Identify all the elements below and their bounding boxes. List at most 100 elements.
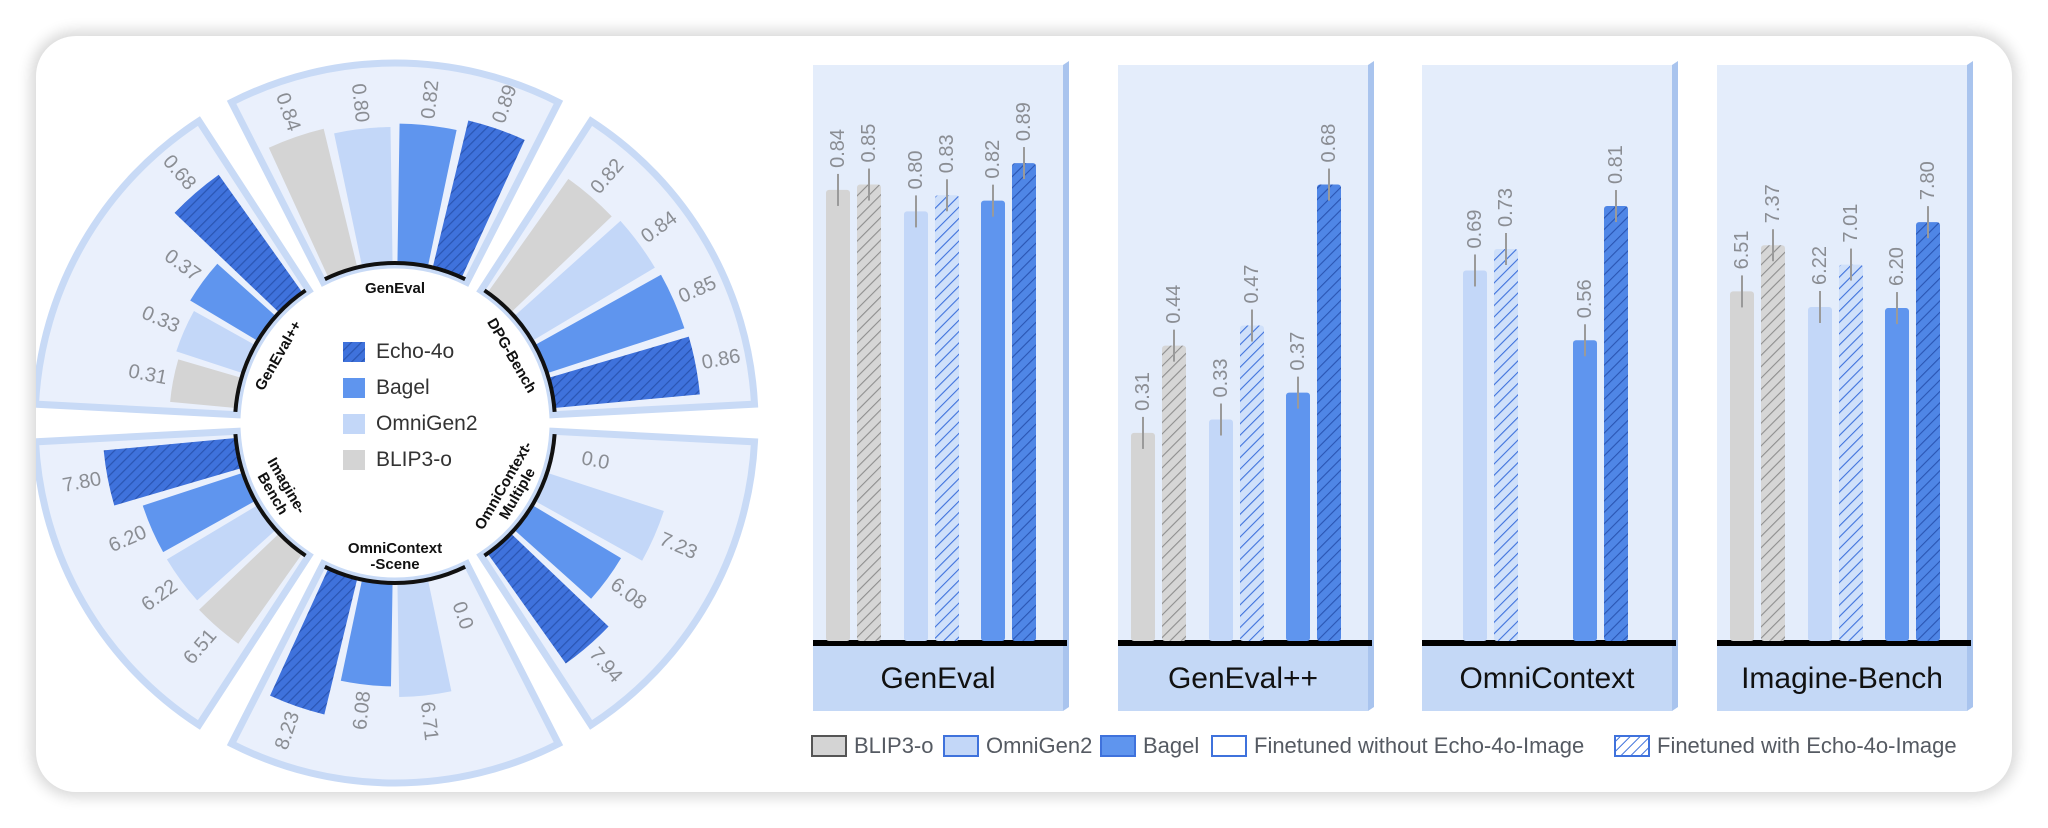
bar-value-label: 7.01 bbox=[1840, 204, 1862, 243]
bench-arc bbox=[483, 288, 557, 412]
bar bbox=[1494, 248, 1518, 642]
legend-label: Bagel bbox=[376, 376, 430, 399]
bench-label: GenEval bbox=[365, 280, 425, 297]
bar bbox=[1604, 206, 1628, 641]
bar bbox=[1286, 392, 1310, 641]
bar-value-label: 0.80 bbox=[905, 150, 927, 189]
bar-value-label: 0.84 bbox=[827, 129, 849, 168]
radial-bar bbox=[548, 336, 700, 409]
bar-value-label: 0.82 bbox=[982, 140, 1004, 179]
radial-bar bbox=[487, 178, 612, 313]
radial-bar-chart: 0.84 0.80 0.82 0.890.820.840.850.860.07.236… bbox=[36, 59, 759, 787]
radial-bar bbox=[166, 505, 276, 601]
bar-value-label: 0.83 bbox=[936, 134, 958, 173]
radial-bar bbox=[397, 123, 457, 267]
bench-label: OmniContext bbox=[348, 540, 442, 557]
bar-value-label: 0.33 bbox=[1210, 359, 1232, 398]
panel-side bbox=[1063, 61, 1069, 711]
radial-bar bbox=[514, 505, 622, 599]
bench-arc bbox=[233, 434, 307, 558]
panel-side bbox=[1672, 61, 1678, 711]
legend-label: BLIP3-o bbox=[854, 733, 934, 758]
bar bbox=[1761, 245, 1785, 641]
radial-bar bbox=[199, 533, 303, 644]
legend-label: OmniGen2 bbox=[376, 412, 478, 435]
bar bbox=[981, 200, 1005, 641]
legend-label: Finetuned with Echo-4o-Image bbox=[1657, 733, 1957, 758]
panel-title: OmniContext bbox=[1459, 662, 1635, 695]
bar-value-label: 7.37 bbox=[1762, 184, 1784, 223]
legend-swatch bbox=[343, 378, 365, 398]
bench-arc bbox=[323, 565, 467, 585]
radial-bar bbox=[270, 568, 358, 715]
bar bbox=[1839, 264, 1863, 641]
radial-bar bbox=[487, 533, 609, 664]
panel-label-bg bbox=[1422, 646, 1672, 711]
bar-value-label: 0.73 bbox=[1495, 188, 1517, 227]
bar-value-label: 0.85 bbox=[858, 124, 880, 163]
radial-value-label: 0.80 bbox=[347, 82, 373, 123]
bar-value-label: 7.80 bbox=[1917, 161, 1939, 200]
bar bbox=[1209, 419, 1233, 641]
bar bbox=[1162, 345, 1186, 641]
legend-label: Finetuned without Echo-4o-Image bbox=[1254, 733, 1584, 758]
radial-bar bbox=[174, 174, 303, 313]
bar bbox=[904, 211, 928, 641]
bar-value-label: 0.56 bbox=[1574, 279, 1596, 318]
bar bbox=[857, 184, 881, 642]
bar-value-label: 6.22 bbox=[1809, 246, 1831, 285]
bar bbox=[1916, 222, 1940, 641]
bar bbox=[1730, 291, 1754, 641]
bar bbox=[826, 189, 850, 642]
legend-swatch bbox=[343, 414, 365, 434]
radial-bar bbox=[534, 274, 685, 374]
bench-arc bbox=[323, 261, 467, 281]
bar-value-label: 0.47 bbox=[1241, 265, 1263, 304]
bar-value-label: 0.68 bbox=[1318, 124, 1340, 163]
radial-bar bbox=[340, 579, 393, 687]
legend-swatch bbox=[343, 342, 365, 362]
panel-title: GenEval++ bbox=[1168, 662, 1318, 695]
panel-bg bbox=[1422, 65, 1672, 641]
bar bbox=[1012, 163, 1036, 641]
bench-label: -Scene bbox=[370, 556, 419, 573]
radial-value-label: 0.0 bbox=[580, 447, 611, 474]
bar bbox=[1808, 306, 1832, 641]
bar-value-label: 0.37 bbox=[1287, 332, 1309, 371]
bar bbox=[1240, 325, 1264, 641]
bar bbox=[1885, 308, 1909, 641]
legend-swatch bbox=[811, 735, 847, 757]
radial-bar bbox=[176, 310, 256, 374]
radial-bar bbox=[170, 359, 242, 409]
panel-title: Imagine-Bench bbox=[1741, 662, 1943, 695]
bar-value-label: 0.69 bbox=[1464, 210, 1486, 249]
legend-label: OmniGen2 bbox=[986, 733, 1092, 758]
radial-bar bbox=[432, 120, 525, 278]
legend-swatch bbox=[1211, 735, 1247, 757]
radial-bar bbox=[190, 263, 276, 341]
bar-value-label: 6.51 bbox=[1731, 230, 1753, 269]
panel-label-bg bbox=[813, 646, 1063, 711]
bar-value-label: 0.31 bbox=[1132, 372, 1154, 411]
panel-side bbox=[1368, 61, 1374, 711]
legend-swatch bbox=[343, 450, 365, 470]
bar bbox=[935, 195, 959, 642]
legend-swatch bbox=[1100, 735, 1136, 757]
radial-bar bbox=[397, 579, 452, 698]
grouped-bar-panels: GenEval 0.84 0.85 0.80 0.83 0.82 0.89 GenEval++… bbox=[811, 61, 1973, 758]
radial-bar bbox=[334, 127, 393, 267]
panel-label-bg bbox=[1118, 646, 1368, 711]
radial-value-label: 6.08 bbox=[349, 690, 375, 731]
bar bbox=[1573, 340, 1597, 641]
legend-label: Bagel bbox=[1143, 733, 1199, 758]
radial-bar bbox=[534, 472, 664, 561]
bench-arc bbox=[483, 434, 557, 558]
legend-swatch bbox=[1614, 735, 1650, 757]
radial-value-label: 0.82 bbox=[417, 79, 443, 120]
bar-value-label: 0.44 bbox=[1163, 285, 1185, 324]
radial-value-label: 6.71 bbox=[416, 701, 442, 742]
bar bbox=[1131, 432, 1155, 641]
bar-value-label: 0.89 bbox=[1013, 102, 1035, 141]
radial-bar bbox=[514, 220, 655, 341]
bar bbox=[1463, 270, 1487, 641]
